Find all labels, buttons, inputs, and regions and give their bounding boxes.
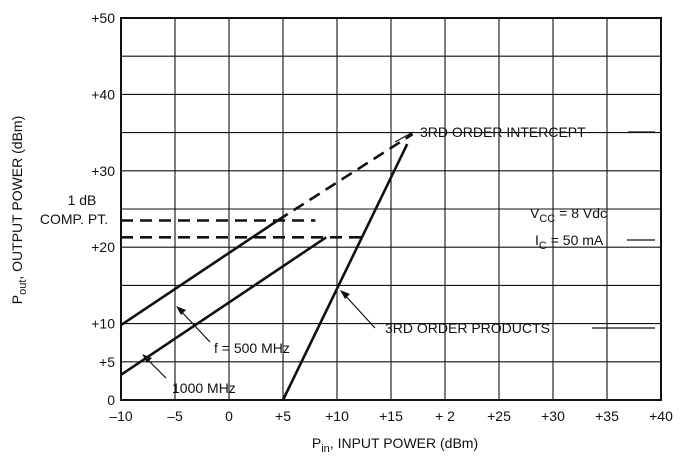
series-line-0 bbox=[120, 219, 279, 327]
y-tick-label: +40 bbox=[91, 86, 115, 102]
x-tick-label: +5 bbox=[275, 408, 291, 424]
y-tick-label: 0 bbox=[107, 392, 115, 408]
series-line-2 bbox=[120, 236, 327, 376]
x-tick-label: +30 bbox=[541, 408, 565, 424]
y-tick-label: +5 bbox=[99, 354, 115, 370]
products-leader bbox=[341, 291, 376, 329]
ic-sub: C bbox=[539, 240, 547, 252]
x-tick-label: –10 bbox=[109, 408, 133, 424]
plot-frame bbox=[120, 17, 662, 401]
f500-leader bbox=[177, 307, 211, 343]
x-tick-label: + 2 bbox=[435, 408, 455, 424]
x-tick-label: +10 bbox=[325, 408, 349, 424]
y-tick-label: +30 bbox=[91, 163, 115, 179]
x-tick-label: 0 bbox=[225, 408, 233, 424]
vcc-main: V bbox=[530, 205, 540, 221]
series-line-1 bbox=[276, 133, 414, 222]
x-axis-title-rest: , INPUT POWER (dBm) bbox=[330, 435, 478, 451]
x-tick-label: +25 bbox=[487, 408, 511, 424]
y-tick-label: +50 bbox=[91, 10, 115, 26]
ic-main: I bbox=[535, 232, 539, 248]
vcc-label: VCC = 8 Vdc bbox=[530, 205, 607, 225]
annotation-leaders bbox=[142, 131, 655, 379]
y-tick-label: +10 bbox=[91, 316, 115, 332]
vcc-rest: = 8 Vdc bbox=[555, 205, 607, 221]
products-label: 3RD ORDER PRODUCTS bbox=[385, 320, 550, 336]
intercept-label: 3RD ORDER INTERCEPT bbox=[420, 124, 586, 140]
y-axis-title: Pout, OUTPUT POWER (dBm) bbox=[9, 116, 29, 305]
y-axis-title-rest: , OUTPUT POWER (dBm) bbox=[9, 116, 25, 280]
x-tick-labels: –10 –5 0 +5 +10 +15 + 2 +25 +30 +35 +40 bbox=[109, 408, 673, 424]
comp-pt-label-line2: COMP. PT. bbox=[40, 211, 108, 227]
y-axis-title-main: P bbox=[9, 295, 25, 304]
x-axis-title-main: P bbox=[312, 435, 321, 451]
grid bbox=[121, 18, 661, 400]
products-arrow-icon bbox=[340, 290, 350, 299]
y-tick-label: +20 bbox=[91, 239, 115, 255]
ic-rest: = 50 mA bbox=[547, 232, 604, 248]
f500-arrow-icon bbox=[176, 306, 186, 315]
intercept-leader bbox=[394, 131, 414, 143]
series-layer bbox=[120, 133, 414, 401]
y-tick-labels: 0 +5 +10 +20 +30 +40 +50 bbox=[91, 10, 115, 408]
y-axis-title-sub: out bbox=[17, 280, 29, 295]
x-tick-label: –5 bbox=[167, 408, 183, 424]
comp-pt-label-line1: 1 dB bbox=[68, 192, 97, 208]
x-tick-label: +15 bbox=[379, 408, 403, 424]
vcc-sub: CC bbox=[539, 213, 555, 225]
series-line-3 bbox=[281, 143, 409, 401]
x-axis-title: Pin, INPUT POWER (dBm) bbox=[312, 435, 478, 455]
x-axis-title-sub: in bbox=[321, 443, 330, 455]
x-tick-label: +35 bbox=[595, 408, 619, 424]
ic-label: IC = 50 mA bbox=[535, 232, 604, 252]
f1000-arrow-icon bbox=[142, 354, 152, 363]
f1000-label: 1000 MHz bbox=[172, 380, 236, 396]
f500-label: f = 500 MHz bbox=[214, 340, 290, 356]
x-tick-label: +40 bbox=[649, 408, 673, 424]
